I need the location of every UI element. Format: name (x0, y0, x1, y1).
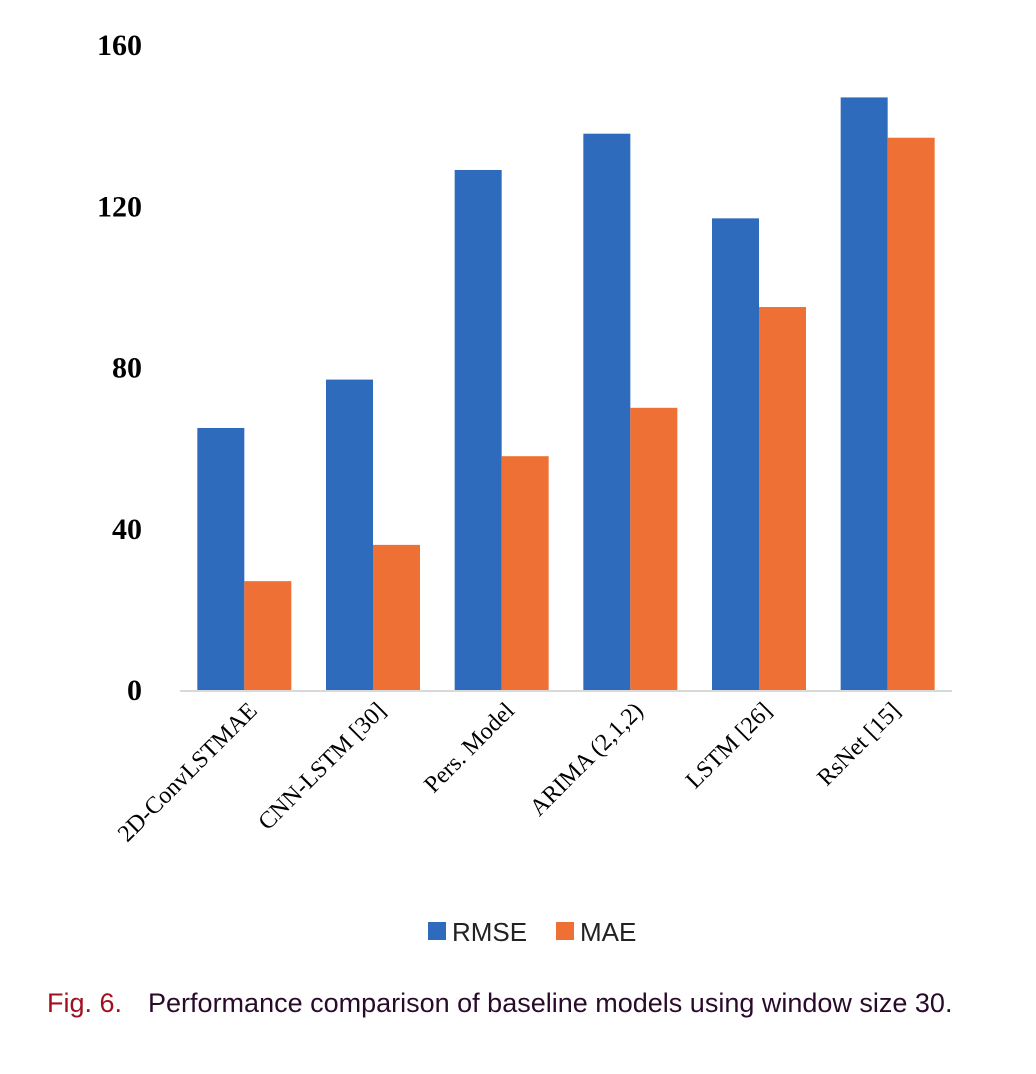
bar-rmse-2 (454, 169, 502, 690)
bar-mae-2 (501, 456, 549, 690)
x-category-label: CNN-LSTM [30] (254, 698, 392, 836)
bar-mae-4 (759, 307, 806, 690)
x-category-label: Pers. Model (420, 698, 521, 799)
legend: RMSE MAE (428, 917, 636, 947)
legend-label-mae: MAE (580, 917, 636, 947)
x-category-label: LSTM [26] (681, 698, 777, 794)
bar-rmse-3 (583, 133, 631, 690)
y-tick-label: 120 (97, 190, 142, 223)
y-tick-label: 160 (97, 29, 142, 62)
y-tick-label: 0 (127, 674, 142, 707)
x-category-label: ARIMA (2,1,2) (525, 698, 649, 822)
bar-rmse-0 (197, 427, 245, 690)
caption-label: Fig. 6. (47, 988, 123, 1018)
caption-text: Performance comparison of baseline model… (148, 988, 953, 1018)
bar-rmse-1 (326, 379, 373, 690)
x-category-label: 2D-ConvLSTMAE (113, 698, 262, 847)
bars (197, 97, 935, 690)
bar-mae-0 (244, 581, 292, 690)
bar-rmse-5 (840, 97, 888, 690)
y-tick-label: 80 (112, 352, 142, 385)
y-axis-ticks: 0 40 80 120 160 (97, 29, 142, 707)
legend-swatch-mae (556, 922, 574, 940)
legend-label-rmse: RMSE (452, 917, 527, 947)
bar-mae-1 (373, 544, 420, 690)
bar-mae-5 (887, 137, 935, 690)
bar-rmse-4 (712, 218, 759, 690)
y-tick-label: 40 (112, 513, 142, 546)
legend-swatch-rmse (428, 922, 446, 940)
figure-caption: Fig. 6. Performance comparison of baselin… (47, 986, 1007, 1020)
bar-mae-3 (630, 407, 678, 690)
x-category-label: RsNet [15] (813, 698, 906, 791)
